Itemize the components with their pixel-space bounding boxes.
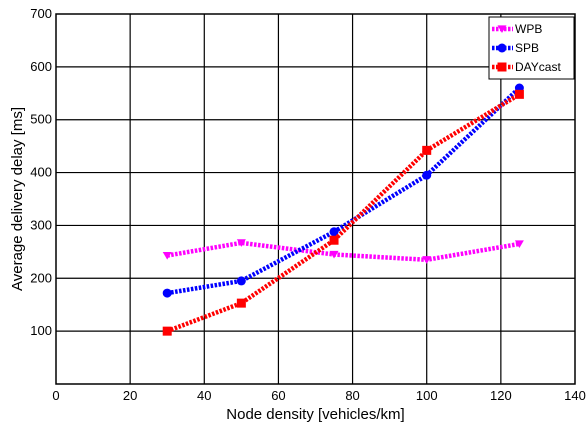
x-tick-label: 120 [490, 388, 512, 403]
x-tick-label: 20 [123, 388, 137, 403]
y-tick-label: 500 [30, 112, 52, 127]
data-point-spb [236, 276, 246, 286]
data-point-wpb [514, 240, 524, 248]
data-point-wpb [162, 251, 172, 260]
y-tick-label: 300 [30, 217, 52, 232]
series-layer [162, 83, 524, 336]
series-daycast [162, 89, 524, 336]
legend-marker-daycast [497, 62, 507, 72]
x-tick-label: 0 [52, 388, 59, 403]
y-tick-label: 200 [30, 270, 52, 285]
series-line-daycast [166, 92, 521, 334]
data-point-daycast [514, 89, 524, 99]
data-point-daycast [329, 235, 339, 245]
legend-label-spb: SPB [515, 41, 539, 55]
plot-frame [55, 13, 576, 385]
y-tick-label: 700 [30, 6, 52, 21]
grid-lines [56, 14, 575, 384]
x-tick-label: 60 [271, 388, 285, 403]
y-axis-label: Average delivery delay [ms] [9, 107, 26, 291]
data-point-wpb [236, 239, 246, 247]
data-point-daycast [236, 298, 246, 308]
legend-marker-spb [497, 43, 507, 53]
legend-label-daycast: DAYcast [515, 60, 561, 74]
y-tick-label: 600 [30, 59, 52, 74]
x-tick-label: 40 [197, 388, 211, 403]
y-tick-label: 400 [30, 165, 52, 180]
legend-label-wpb: WPB [515, 22, 542, 36]
data-point-wpb [329, 250, 339, 259]
x-tick-label: 80 [345, 388, 359, 403]
x-tick-label: 100 [416, 388, 438, 403]
series-wpb [162, 239, 524, 264]
x-tick-label: 140 [564, 388, 586, 403]
data-point-daycast [162, 326, 172, 336]
data-point-spb [162, 288, 172, 298]
tick-labels: 0 20 40 60 80 100 120 140 100 200 300 400 500 600 700 [30, 6, 586, 403]
x-axis-label: Node density [vehicles/km] [226, 406, 404, 423]
data-point-spb [329, 227, 339, 237]
data-point-wpb [422, 256, 432, 264]
data-point-spb [422, 170, 432, 180]
legend-marker-wpb [497, 25, 507, 34]
data-point-daycast [422, 145, 432, 155]
y-tick-label: 100 [30, 323, 52, 338]
legend: WPB SPB DAYcast [488, 16, 575, 80]
